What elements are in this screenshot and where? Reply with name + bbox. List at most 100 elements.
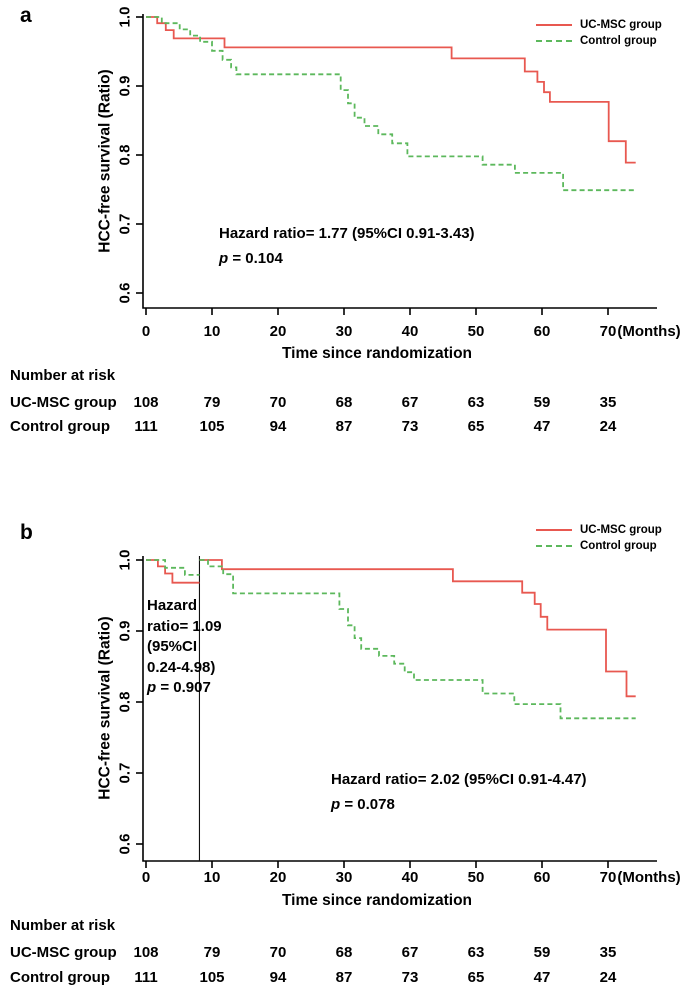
panel-label-a: a <box>20 4 32 27</box>
x-tick-label: 50 <box>468 323 485 340</box>
legend-label-ucmsc: UC-MSC group <box>580 19 662 31</box>
risk-row-ucmsc-b: UC-MSC group 108 79 70 68 67 63 59 35 <box>0 944 685 962</box>
risk-count: 111 <box>134 418 158 435</box>
x-axis-title-panel-a: Time since randomization <box>282 345 472 362</box>
risk-row-control-a: Control group 111 105 94 87 73 65 47 24 <box>0 418 685 436</box>
risk-count: 63 <box>467 394 485 411</box>
km-curve-uc-msc-group-panel-b <box>199 559 636 698</box>
risk-count: 59 <box>533 394 551 411</box>
risk-row-label: UC-MSC group <box>10 944 117 961</box>
risk-count: 68 <box>335 394 353 411</box>
x-tick-label: 10 <box>204 323 221 340</box>
x-tick-label: 30 <box>336 323 353 340</box>
hazard-ratio-annotation-a: Hazard ratio= 1.77 (95%CI 0.91-3.43) p =… <box>219 221 475 271</box>
risk-count: 108 <box>133 394 159 411</box>
legend-entry-ucmsc-a: UC-MSC group <box>536 18 662 32</box>
risk-count: 111 <box>134 969 158 986</box>
risk-count: 79 <box>203 944 221 961</box>
legend-line-ucmsc-icon <box>536 529 572 531</box>
risk-count: 68 <box>335 944 353 961</box>
risk-count: 108 <box>133 944 159 961</box>
y-tick-label: 0.6 <box>116 283 133 304</box>
risk-count: 67 <box>401 394 419 411</box>
risk-count: 94 <box>269 969 287 986</box>
risk-table-header-a: Number at risk <box>0 367 685 385</box>
y-axis-title-panel-b: HCC-free survival (Ratio) <box>96 616 113 799</box>
x-tick-label: 0 <box>142 869 150 886</box>
x-tick-label: 50 <box>468 869 485 886</box>
y-tick-label: 0.8 <box>116 692 133 713</box>
risk-count: 65 <box>467 969 485 986</box>
months-unit-label: (Months) <box>617 869 680 886</box>
legend-label-ucmsc: UC-MSC group <box>580 524 662 536</box>
risk-table-header-b: Number at risk <box>0 917 685 935</box>
legend-entry-control-b: Control group <box>536 539 657 553</box>
months-unit-label: (Months) <box>617 323 680 340</box>
risk-count: 63 <box>467 944 485 961</box>
legend-entry-ucmsc-b: UC-MSC group <box>536 523 662 537</box>
x-tick-label: 70 <box>600 869 617 886</box>
legend-line-ucmsc-icon <box>536 24 572 26</box>
x-axis-title-panel-b: Time since randomization <box>282 892 472 909</box>
risk-count: 47 <box>533 418 551 435</box>
x-tick-label: 70 <box>600 323 617 340</box>
risk-count: 73 <box>401 969 419 986</box>
x-tick-label: 30 <box>336 869 353 886</box>
risk-count: 59 <box>533 944 551 961</box>
hazard-ratio-text: Hazard ratio= 1.77 (95%CI 0.91-3.43) <box>219 225 475 242</box>
risk-count: 87 <box>335 418 353 435</box>
y-tick-label: 0.9 <box>116 621 133 642</box>
risk-row-label: Control group <box>10 418 110 435</box>
risk-count: 79 <box>203 394 221 411</box>
x-tick-label: 20 <box>270 869 287 886</box>
annotation-line: ratio= 1.09 <box>147 617 222 635</box>
risk-count: 105 <box>199 969 225 986</box>
p-value-text: p = 0.104 <box>219 250 283 267</box>
risk-count: 35 <box>599 944 617 961</box>
km-curve-uc-msc-group-panel-a <box>146 16 636 164</box>
y-tick-label: 0.7 <box>116 763 133 784</box>
legend-label-control: Control group <box>580 540 657 552</box>
risk-row-ucmsc-a: UC-MSC group 108 79 70 68 67 63 59 35 <box>0 394 685 412</box>
annotation-line: Hazard <box>147 597 198 614</box>
legend-line-control-icon <box>536 40 572 42</box>
y-tick-label: 0.7 <box>116 214 133 235</box>
x-tick-label: 10 <box>204 869 221 886</box>
km-curve-control-group-panel-b <box>199 559 636 720</box>
axes-panel-a <box>142 14 657 309</box>
axes-panel-b <box>142 556 657 862</box>
risk-count: 105 <box>199 418 225 435</box>
x-tick-label: 0 <box>142 323 150 340</box>
risk-row-label: UC-MSC group <box>10 394 117 411</box>
risk-count: 73 <box>401 418 419 435</box>
y-tick-label: 0.8 <box>116 145 133 166</box>
p-value-text: p = 0.907 <box>147 679 211 696</box>
panel-label-b: b <box>20 521 33 544</box>
risk-row-control-b: Control group 111 105 94 87 73 65 47 24 <box>0 969 685 987</box>
risk-count: 87 <box>335 969 353 986</box>
legend-entry-control-a: Control group <box>536 34 657 48</box>
km-curve-control-group-panel-a <box>146 16 636 192</box>
km-curve-uc-msc-group-panel-b <box>146 559 200 584</box>
y-tick-label: 0.6 <box>116 834 133 855</box>
risk-count: 47 <box>533 969 551 986</box>
km-curve-control-group-panel-b <box>146 559 200 576</box>
annotation-line: 0.24-4.98) <box>147 658 216 676</box>
risk-count: 70 <box>269 394 287 411</box>
x-tick-label: 40 <box>402 869 419 886</box>
x-tick-label: 20 <box>270 323 287 340</box>
x-tick-label: 40 <box>402 323 419 340</box>
number-at-risk-header: Number at risk <box>10 367 116 384</box>
y-tick-label: 0.9 <box>116 76 133 97</box>
risk-row-label: Control group <box>10 969 110 986</box>
y-axis-title-panel-a: HCC-free survival (Ratio) <box>96 69 113 252</box>
number-at-risk-header: Number at risk <box>10 917 116 934</box>
p-value-text: p = 0.078 <box>331 796 395 813</box>
risk-count: 35 <box>599 394 617 411</box>
hazard-ratio-annotation-b: Hazard ratio= 2.02 (95%CI 0.91-4.47) p =… <box>331 767 587 817</box>
risk-count: 67 <box>401 944 419 961</box>
risk-count: 70 <box>269 944 287 961</box>
y-tick-label: 1.0 <box>116 550 133 571</box>
